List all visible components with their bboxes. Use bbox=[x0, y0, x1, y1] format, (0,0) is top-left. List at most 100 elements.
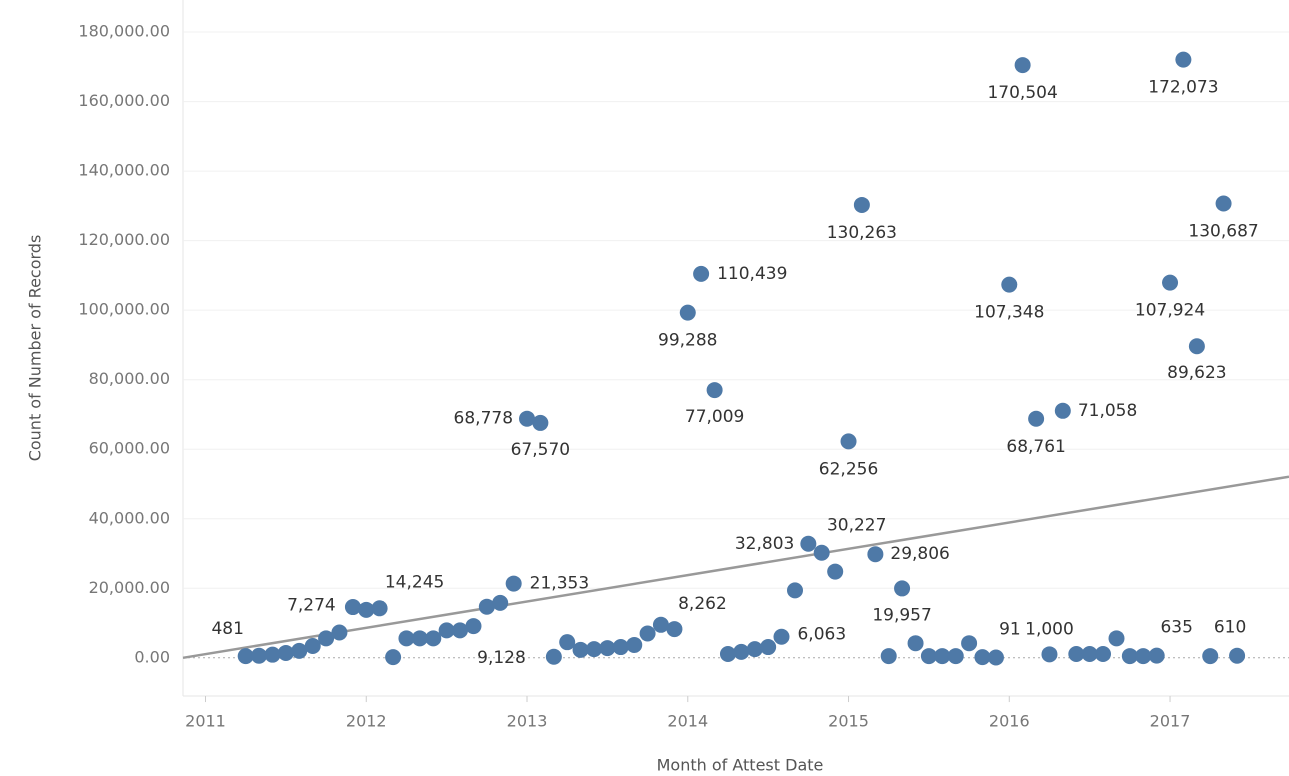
data-label: 62,256 bbox=[819, 459, 878, 479]
point bbox=[1121, 648, 1138, 665]
point bbox=[1162, 274, 1179, 291]
point bbox=[1202, 648, 1219, 665]
data-label: 14,245 bbox=[385, 572, 444, 592]
data-label: 9,128 bbox=[477, 648, 526, 668]
point bbox=[746, 641, 763, 658]
point bbox=[465, 618, 482, 635]
point bbox=[894, 580, 911, 597]
point bbox=[425, 630, 442, 647]
point bbox=[291, 642, 308, 659]
data-label: 170,504 bbox=[987, 83, 1057, 103]
point bbox=[907, 635, 924, 652]
point bbox=[987, 649, 1004, 666]
point bbox=[827, 563, 844, 580]
data-label: 19,957 bbox=[872, 605, 931, 625]
point bbox=[264, 646, 281, 663]
trend-line bbox=[182, 475, 1289, 660]
data-label: 6,063 bbox=[797, 625, 846, 645]
point bbox=[679, 304, 696, 321]
point bbox=[331, 624, 348, 641]
data-label: 107,348 bbox=[974, 303, 1044, 323]
point bbox=[277, 644, 294, 661]
point bbox=[505, 575, 522, 592]
point bbox=[612, 639, 629, 656]
x-axis-title: Month of Attest Date bbox=[657, 756, 824, 775]
y-tick-label: 160,000.00 bbox=[78, 91, 170, 110]
data-label: 91 bbox=[999, 619, 1021, 639]
point bbox=[947, 648, 964, 665]
point bbox=[1148, 647, 1165, 664]
x-tick-label: 2013 bbox=[507, 712, 548, 731]
point bbox=[559, 634, 576, 651]
y-tick-label: 0.00 bbox=[134, 647, 170, 666]
data-label: 7,274 bbox=[287, 596, 336, 616]
x-tick-label: 2016 bbox=[989, 712, 1030, 731]
data-label: 67,570 bbox=[511, 440, 570, 460]
y-tick-label: 180,000.00 bbox=[78, 22, 170, 41]
y-axis-title: Count of Number of Records bbox=[26, 235, 45, 462]
y-tick-label: 100,000.00 bbox=[78, 300, 170, 319]
point bbox=[1068, 645, 1085, 662]
point bbox=[693, 265, 710, 282]
data-label: 172,073 bbox=[1148, 78, 1218, 98]
point bbox=[652, 616, 669, 633]
point bbox=[1014, 57, 1031, 74]
point bbox=[853, 196, 870, 213]
point bbox=[773, 628, 790, 645]
x-tick-label: 2011 bbox=[185, 712, 226, 731]
data-label: 107,924 bbox=[1135, 301, 1205, 321]
y-tick-label: 120,000.00 bbox=[78, 230, 170, 249]
point bbox=[492, 594, 509, 611]
point bbox=[733, 643, 750, 660]
point bbox=[626, 636, 643, 653]
point bbox=[451, 622, 468, 639]
point bbox=[344, 599, 361, 616]
point bbox=[786, 582, 803, 599]
data-label: 110,439 bbox=[717, 264, 787, 284]
point bbox=[478, 598, 495, 615]
data-label: 8,262 bbox=[678, 594, 727, 614]
data-label: 1,000 bbox=[1025, 619, 1074, 639]
y-tick-label: 20,000.00 bbox=[89, 578, 170, 597]
point bbox=[318, 630, 335, 647]
point bbox=[1188, 338, 1205, 355]
point bbox=[358, 601, 375, 618]
point bbox=[385, 649, 402, 666]
point bbox=[840, 433, 857, 450]
data-label: 68,778 bbox=[454, 409, 513, 429]
x-tick-label: 2012 bbox=[346, 712, 387, 731]
point bbox=[572, 641, 589, 658]
point bbox=[639, 625, 656, 642]
point bbox=[519, 410, 536, 427]
point bbox=[438, 622, 455, 639]
point bbox=[706, 382, 723, 399]
point bbox=[1041, 646, 1058, 663]
y-tick-label: 140,000.00 bbox=[78, 161, 170, 180]
point bbox=[1108, 630, 1125, 647]
point bbox=[371, 600, 388, 617]
point bbox=[813, 544, 830, 561]
point bbox=[880, 648, 897, 665]
point bbox=[237, 648, 254, 665]
data-label: 635 bbox=[1160, 618, 1192, 638]
data-label: 89,623 bbox=[1167, 363, 1226, 383]
point bbox=[532, 414, 549, 431]
data-label: 99,288 bbox=[658, 331, 717, 351]
point bbox=[719, 645, 736, 662]
data-label: 32,803 bbox=[735, 534, 794, 554]
point bbox=[920, 648, 937, 665]
point bbox=[1215, 195, 1232, 212]
y-tick-label: 40,000.00 bbox=[89, 508, 170, 527]
point bbox=[599, 640, 616, 657]
point bbox=[961, 635, 978, 652]
y-tick-label: 80,000.00 bbox=[89, 369, 170, 388]
point bbox=[251, 647, 268, 664]
point bbox=[867, 546, 884, 563]
data-label: 481 bbox=[211, 619, 243, 639]
x-tick-label: 2017 bbox=[1150, 712, 1191, 731]
point bbox=[1001, 276, 1018, 293]
data-label: 610 bbox=[1214, 618, 1246, 638]
point bbox=[974, 649, 991, 666]
point bbox=[1081, 645, 1098, 662]
